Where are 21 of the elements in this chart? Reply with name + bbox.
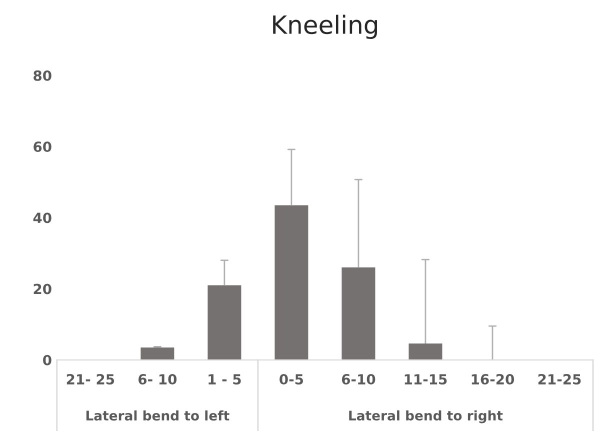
y-tick-label: 20: [34, 284, 52, 294]
x-tick-label: 0-5: [280, 374, 304, 385]
bar: [208, 285, 242, 360]
bar: [408, 344, 442, 360]
chart-title: Kneeling: [273, 14, 377, 39]
x-tick-label: 1 - 5: [208, 374, 241, 385]
x-tick-label: 11-15: [404, 374, 447, 385]
bar: [140, 347, 174, 360]
x-tick-label: 21- 25: [66, 374, 114, 385]
bar: [274, 205, 308, 360]
x-tick-label: 6-10: [342, 374, 376, 385]
y-tick-label: 80: [34, 70, 52, 81]
y-tick-label: 60: [34, 142, 52, 152]
bar: [342, 267, 376, 360]
y-tick-label: 40: [33, 212, 52, 224]
x-tick-label: 6- 10: [138, 374, 177, 385]
y-tick-label: 0: [43, 354, 52, 366]
x-tick-label: 21-25: [538, 374, 581, 385]
text: Lateral bend to left: [86, 410, 230, 421]
x-tick-label: 16-20: [472, 374, 514, 385]
text: Lateral bend to right: [349, 410, 503, 424]
